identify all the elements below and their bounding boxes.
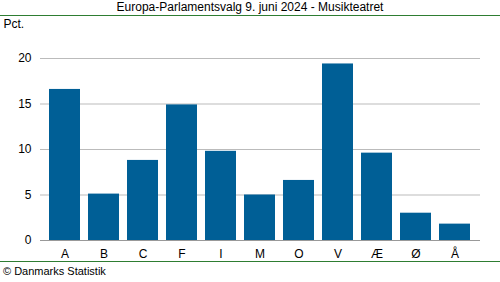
svg-text:15: 15 — [18, 97, 32, 111]
svg-text:20: 20 — [18, 51, 32, 65]
svg-text:C: C — [139, 247, 148, 261]
svg-text:Pct.: Pct. — [4, 17, 25, 31]
svg-text:A: A — [61, 247, 69, 261]
svg-text:Å: Å — [451, 246, 459, 261]
svg-text:M: M — [255, 247, 265, 261]
svg-text:5: 5 — [25, 188, 32, 202]
html-text:Europa-Parlamentsvalg 9. juni: Europa-Parlamentsvalg 9. juni 2024 - Mus… — [116, 0, 384, 14]
svg-text:0: 0 — [25, 233, 32, 247]
svg-text:B: B — [100, 247, 108, 261]
svg-text:I: I — [219, 247, 222, 261]
svg-text:O: O — [294, 247, 303, 261]
svg-text:F: F — [178, 247, 185, 261]
svg-text:V: V — [334, 247, 342, 261]
svg-text:Ø: Ø — [411, 247, 420, 261]
svg-text:10: 10 — [18, 142, 32, 156]
svg-text:Æ: Æ — [371, 247, 383, 261]
html-text:© Danmarks Statistik: © Danmarks Statistik — [3, 265, 106, 277]
